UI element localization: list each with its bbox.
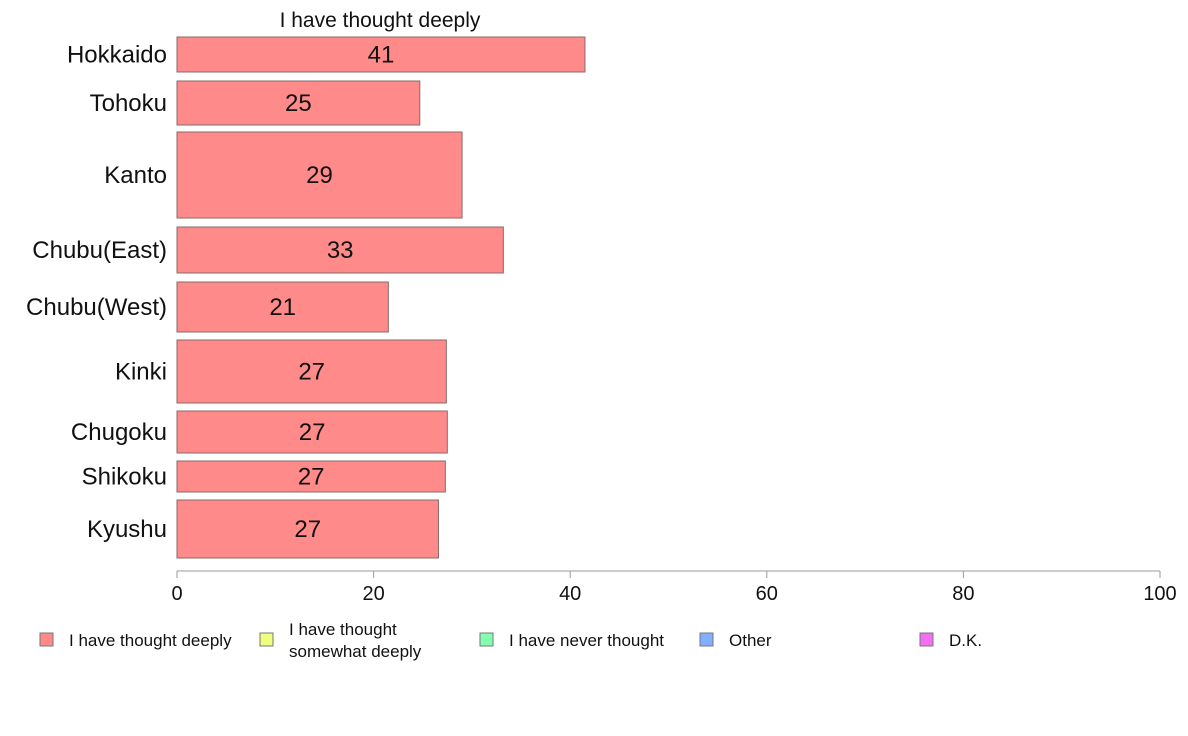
bar-kyushu <box>176 499 439 559</box>
category-label: Hokkaido <box>67 42 167 69</box>
category-label: Chubu(East) <box>32 237 167 264</box>
legend-swatch <box>699 632 714 647</box>
legend-label: I have never thought <box>509 631 664 650</box>
legend-item: I have thought deeply <box>39 631 232 650</box>
data-label: 33 <box>327 237 354 264</box>
legend-item: Other <box>699 631 772 650</box>
legend-label: I have thought deeply <box>69 631 232 650</box>
legend-swatch <box>259 632 274 647</box>
data-label: 41 <box>368 42 395 69</box>
category-label: Kyushu <box>87 516 167 543</box>
x-tick-label: 60 <box>756 583 778 605</box>
data-label: 25 <box>285 90 312 117</box>
legend-label: I have thought <box>289 620 397 639</box>
chart-title: I have thought deeply <box>280 9 481 32</box>
bar-chubu-west <box>176 281 389 333</box>
x-tick-label: 0 <box>171 583 182 605</box>
bar-tohoku <box>176 80 421 126</box>
bars-group: Hokkaido 41 Tohoku 25 Kanto 29 Chubu(East) 33 Ch… <box>26 36 586 559</box>
x-tick-label: 40 <box>559 583 581 605</box>
category-label: Shikoku <box>82 464 167 491</box>
data-label: 27 <box>298 464 325 491</box>
legend-label: Other <box>729 631 772 650</box>
bar-kinki <box>176 339 447 404</box>
legend-item: I have thought somewhat deeply <box>259 620 422 661</box>
legend-item: I have never thought <box>479 631 664 650</box>
legend-swatch <box>919 632 934 647</box>
category-label: Chubu(West) <box>26 294 167 321</box>
category-label: Chugoku <box>71 419 167 446</box>
bar-kanto <box>176 131 463 219</box>
bar-hokkaido <box>176 36 586 73</box>
data-label: 27 <box>299 419 326 446</box>
category-label: Tohoku <box>90 90 167 117</box>
data-label: 21 <box>269 294 296 321</box>
data-label: 29 <box>306 162 333 189</box>
x-tick-label: 20 <box>362 583 384 605</box>
bar-chubu-east <box>176 226 504 274</box>
legend-label: somewhat deeply <box>289 642 422 661</box>
category-label: Kinki <box>115 359 167 386</box>
legend-label: D.K. <box>949 631 982 650</box>
x-tick-label: 100 <box>1143 583 1176 605</box>
legend-swatch <box>39 632 54 647</box>
bar-shikoku <box>176 460 446 493</box>
data-label: 27 <box>298 359 325 386</box>
category-label: Kanto <box>104 162 167 189</box>
x-axis: 0 20 40 60 80 100 <box>171 570 1177 605</box>
legend-item: D.K. <box>919 631 982 650</box>
bar-chugoku <box>176 410 448 454</box>
legend-swatch <box>479 632 494 647</box>
legend: I have thought deeply I have thought somew… <box>39 620 982 661</box>
data-label: 27 <box>294 516 321 543</box>
x-tick-label: 80 <box>952 583 974 605</box>
